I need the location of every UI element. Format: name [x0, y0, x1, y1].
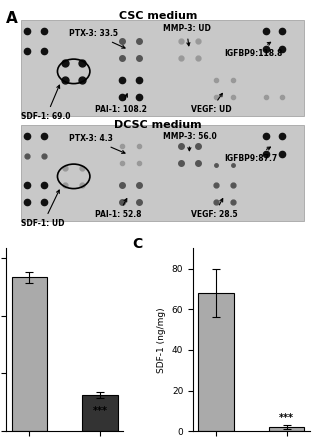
Text: SDF-1: 69.0: SDF-1: 69.0	[21, 85, 71, 121]
Text: PTX-3: 4.3: PTX-3: 4.3	[70, 134, 125, 154]
Text: C: C	[132, 238, 143, 252]
Bar	[269, 427, 304, 431]
Bar	[198, 293, 234, 431]
Text: MMP-3: UD: MMP-3: UD	[162, 25, 210, 46]
Bar	[82, 395, 118, 431]
Text: ***: ***	[93, 406, 107, 416]
Text: A: A	[6, 11, 18, 26]
Bar	[21, 20, 304, 116]
Text: IGFBP9:87.7: IGFBP9:87.7	[225, 147, 278, 162]
Text: MMP-3: 56.0: MMP-3: 56.0	[162, 132, 216, 151]
Text: CSC medium: CSC medium	[119, 11, 197, 21]
Bar	[12, 277, 47, 431]
Text: IGFBP9:118.8: IGFBP9:118.8	[225, 42, 283, 58]
Y-axis label: SDF-1 (ng/mg): SDF-1 (ng/mg)	[157, 307, 166, 373]
Text: DCSC medium: DCSC medium	[114, 121, 202, 131]
Text: PAI-1: 52.8: PAI-1: 52.8	[95, 198, 141, 219]
Text: VEGF: UD: VEGF: UD	[191, 93, 231, 114]
Text: PAI-1: 108.2: PAI-1: 108.2	[95, 94, 147, 114]
Text: ***: ***	[279, 413, 294, 423]
Bar	[21, 125, 304, 221]
Text: SDF-1: UD: SDF-1: UD	[21, 190, 65, 228]
Text: VEGF: 28.5: VEGF: 28.5	[191, 198, 237, 219]
Text: PTX-3: 33.5: PTX-3: 33.5	[70, 29, 125, 48]
